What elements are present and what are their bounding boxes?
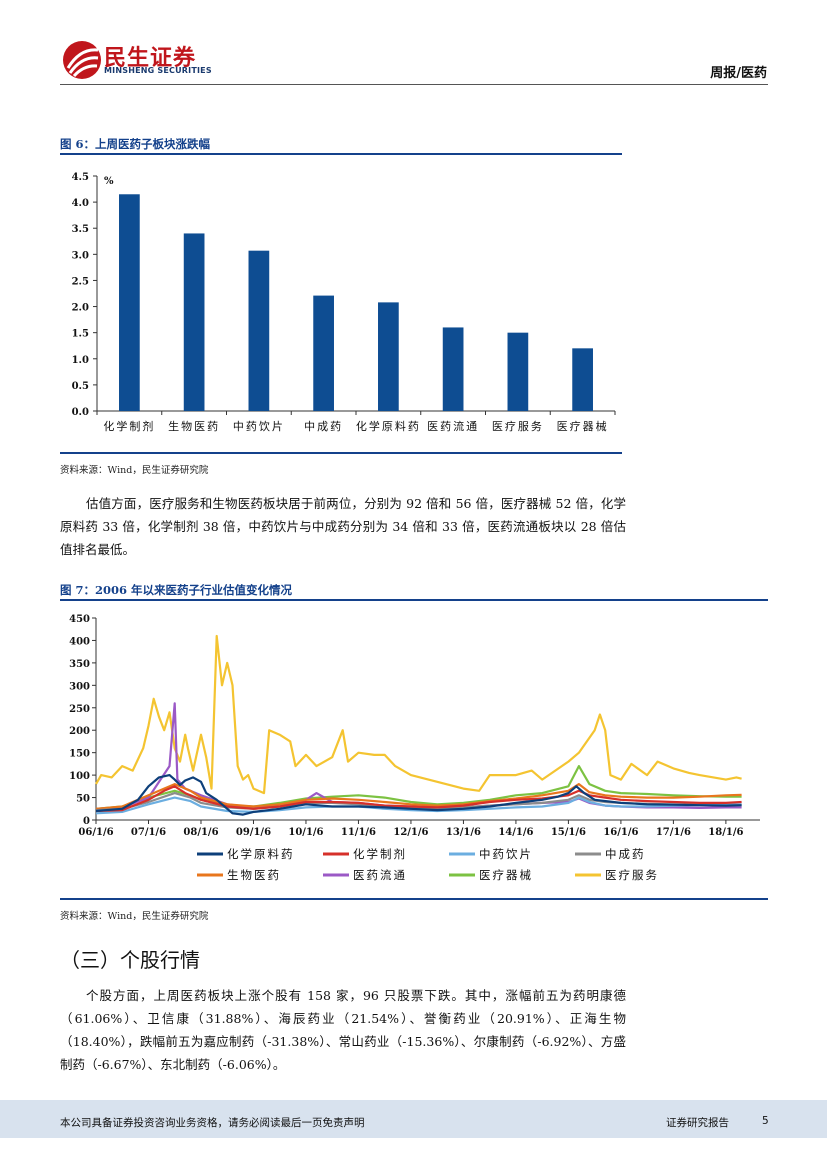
bar-4 [313,295,334,411]
y-tick-label: 400 [69,636,90,647]
page-number: 5 [762,1115,769,1127]
x-tick-label: 08/1/6 [183,827,218,838]
category-label: 化学制剂 [103,419,155,433]
bar-2 [183,233,205,411]
footer-report-type: 证券研究报告 [666,1117,729,1129]
footer-bar [0,1100,827,1138]
logo-text-cn: 民生证券 [104,46,197,71]
section-heading: （三）个股行情 [60,948,200,972]
series-line-5 [95,783,742,810]
x-tick-label: 07/1/6 [131,827,166,838]
category-label: 医疗服务 [492,419,544,433]
x-tick-label: 14/1/6 [498,827,533,838]
y-tick-label: 0.5 [72,381,89,392]
y-unit-label: % [104,176,114,187]
bar-7 [507,332,529,411]
x-tick-label: 10/1/6 [288,827,323,838]
category-label: 医疗器械 [557,419,609,433]
category-label: 医药流通 [427,419,479,433]
category-label: 中成药 [304,420,343,433]
x-tick-label: 06/1/6 [78,827,113,838]
logo-text-en: MINSHENG SECURITIES [104,66,212,75]
report-tag: 周报/医药 [710,66,767,81]
x-tick-label: 15/1/6 [551,827,586,838]
x-tick-label: 17/1/6 [656,827,691,838]
figure6-top-rule [60,153,622,155]
y-tick-label: 250 [69,704,90,715]
x-tick-label: 18/1/6 [708,827,743,838]
bar-1 [119,194,140,411]
y-tick-label: 3.0 [72,250,89,261]
figure7-bottom-rule [60,898,768,900]
x-tick-label: 11/1/6 [341,827,376,838]
series-line-8 [95,634,742,795]
figure6-source: 资料来源：Wind，民生证券研究院 [60,465,209,476]
legend-label: 中药饮片 [479,847,533,861]
series-line-2 [95,785,742,813]
y-tick-label: 450 [69,614,90,625]
category-label: 中药饮片 [233,420,285,433]
x-tick-label: 09/1/6 [236,827,271,838]
y-tick-label: 3.5 [72,224,89,235]
y-tick-label: 1.0 [72,355,89,366]
legend-label: 中成药 [605,847,646,861]
y-tick-label: 2.0 [72,303,89,314]
bar-chart: 0.00.51.01.52.02.53.03.54.04.5 %化学制剂 生物医药中… [72,172,616,433]
legend-label: 医疗服务 [605,868,659,882]
series-line-1 [95,774,742,816]
y-tick-label: 4.5 [72,172,89,183]
y-tick-label: 4.0 [72,198,89,209]
x-tick-label: 12/1/6 [393,827,428,838]
minsheng-logo-icon [63,41,101,79]
category-label: 化学原料药 [356,419,421,433]
legend-label: 化学原料药 [227,847,295,861]
category-label: 生物医药 [168,419,220,433]
y-tick-label: 1.5 [72,329,89,340]
footer-disclaimer: 本公司具备证券投资咨询业务资格，请务必阅读最后一页免责声明 [60,1117,365,1129]
figure7-top-rule [60,599,768,601]
legend-label: 医疗器械 [479,868,533,882]
y-tick-label: 2.5 [72,276,89,287]
y-tick-label: 0 [83,816,90,827]
bar-3 [248,250,270,411]
y-tick-label: 350 [69,659,90,670]
y-tick-label: 300 [69,681,90,692]
x-tick-label: 13/1/6 [446,827,481,838]
legend-label: 化学制剂 [353,847,407,861]
bar-8 [572,348,593,411]
x-tick-label: 16/1/6 [603,827,638,838]
y-tick-label: 50 [76,794,90,805]
bar-5 [378,302,399,411]
y-tick-label: 0.0 [72,407,89,418]
valuation-paragraph: 估值方面，医疗服务和生物医药板块居于前两位，分别为 92 倍和 56 倍，医疗器… [60,496,626,557]
line-chart: 0 50 100 150 200 250 300 350 400 450 06/1/6 07/1/6 0… [69,614,760,882]
y-tick-label: 200 [69,726,90,737]
figure6-bottom-rule [60,452,622,454]
legend-label: 生物医药 [227,868,281,882]
figure7-source: 资料来源：Wind，民生证券研究院 [60,911,209,922]
stocks-paragraph: 个股方面，上周医药板块上涨个股有 158 家，96 只股票下跌。其中，涨幅前五为… [60,988,626,1072]
legend-label: 医药流通 [353,868,407,882]
bar-6 [442,327,464,411]
figure7-title: 图 7：2006 年以来医药子行业估值变化情况 [60,583,293,597]
figure6-title: 图 6：上周医药子板块涨跌幅 [60,137,211,151]
y-tick-label: 100 [69,771,90,782]
y-tick-label: 150 [69,749,90,760]
header-rule [60,84,768,85]
